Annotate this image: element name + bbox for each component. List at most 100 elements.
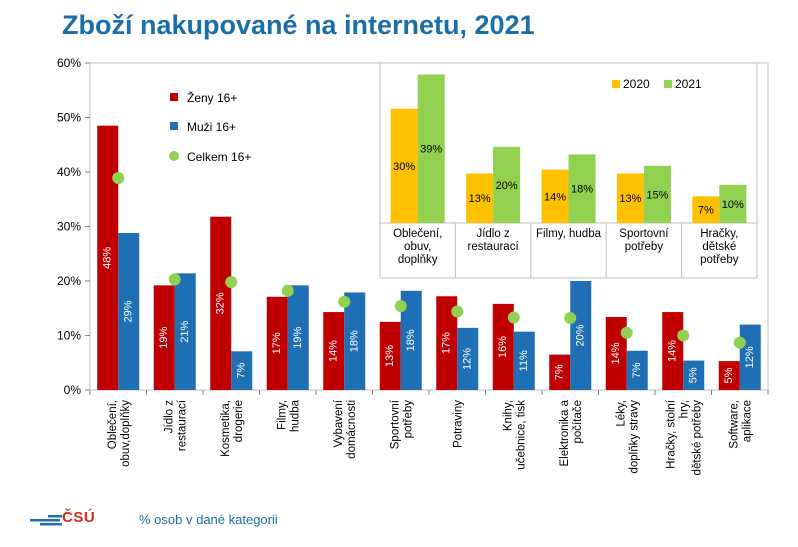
category-label: Sportovní potřeby — [389, 399, 414, 449]
category-label: Kosmetika, drogerie — [220, 400, 245, 457]
y-tick-label: 50% — [57, 111, 81, 125]
category-label: Elektronika a počítače — [559, 399, 584, 466]
inset-bar-2021 — [643, 165, 671, 223]
inset-data-label-2020: 14% — [544, 191, 566, 203]
marker-celkem — [507, 311, 520, 324]
inset-category-label: Filmy, hudba — [536, 228, 602, 240]
data-label-zeny: 17% — [271, 332, 283, 354]
marker-celkem — [225, 276, 238, 289]
inset-data-label-2020: 30% — [393, 161, 415, 173]
bar-muzi — [118, 233, 140, 390]
y-tick-label: 0% — [64, 383, 82, 397]
bar-zeny — [266, 296, 288, 390]
category-label-line: Vybavení — [333, 399, 345, 447]
category-label-line: doplňky stravy — [628, 400, 640, 474]
marker-celkem — [338, 295, 351, 308]
y-tick-label: 60% — [57, 56, 81, 70]
data-label-zeny: 19% — [158, 326, 170, 348]
category-label-line: aplikace — [741, 400, 753, 442]
marker-celkem — [564, 312, 577, 325]
marker-celkem — [394, 300, 407, 313]
legend-swatch — [170, 122, 178, 130]
data-label-zeny: 14% — [610, 342, 622, 364]
data-label-muzi: 11% — [518, 350, 530, 371]
bar-muzi — [683, 360, 705, 390]
category-label-line: Kosmetika, — [220, 400, 232, 457]
data-label-muzi: 7% — [631, 362, 643, 378]
bar-zeny — [492, 303, 514, 390]
bar-muzi — [174, 273, 196, 390]
category-label-line: domácnosti — [346, 400, 358, 459]
category-label: Jídlo z restaurací — [163, 399, 188, 451]
inset-data-label-2020: 7% — [698, 205, 714, 217]
inset-data-label-2020: 13% — [619, 193, 641, 205]
data-label-zeny: 14% — [667, 340, 679, 362]
category-label: Software, aplikace — [728, 400, 753, 449]
bar-muzi — [457, 327, 479, 390]
y-tick-label: 30% — [57, 220, 81, 234]
inset-bar-2020 — [390, 108, 418, 223]
data-label-zeny: 7% — [554, 364, 566, 380]
marker-celkem — [620, 326, 633, 339]
inset-category-label: potřeby — [700, 254, 739, 266]
footer-note: % osob v dané kategorii — [139, 512, 278, 527]
bar-zeny — [97, 125, 119, 391]
data-label-zeny: 48% — [102, 247, 114, 269]
bar-zeny — [210, 216, 232, 390]
bar-zeny — [379, 321, 401, 390]
category-label: Hračky, stolní hry, dětské potřeby — [665, 399, 703, 475]
category-label-line: Oblečení, — [107, 400, 119, 449]
inset-legend-swatch — [664, 80, 672, 88]
bar-zeny — [718, 361, 740, 390]
category-label-line: hudba — [289, 399, 301, 432]
bar-zeny — [323, 312, 345, 390]
inset-legend-swatch — [612, 80, 620, 88]
marker-celkem — [112, 171, 125, 184]
inset-category-label: Oblečení, — [393, 228, 442, 240]
data-label-zeny: 32% — [215, 292, 227, 314]
inset-data-label-2021: 18% — [571, 184, 593, 196]
data-label-muzi: 29% — [123, 300, 135, 322]
data-label-muzi: 7% — [236, 362, 248, 378]
csu-logo — [30, 510, 110, 536]
inset-bar-2021 — [719, 184, 747, 223]
category-label-line: Knihy, — [502, 400, 514, 431]
data-label-muzi: 5% — [688, 367, 700, 383]
inset-category-label: dětské — [702, 241, 736, 253]
inset-data-label-2021: 39% — [420, 144, 442, 156]
category-label-line: Elektronika a — [559, 399, 571, 466]
bar-muzi — [513, 331, 535, 390]
marker-celkem — [281, 284, 294, 297]
data-label-muzi: 20% — [575, 324, 587, 346]
data-label-muzi: 12% — [462, 348, 474, 370]
legend-label: Muži 16+ — [187, 120, 236, 134]
bar-zeny — [549, 354, 571, 390]
data-label-muzi: 12% — [744, 346, 756, 368]
inset-bar-2021 — [417, 74, 445, 223]
inset-category-label: obuv, — [404, 241, 431, 253]
inset-category-label: restaurací — [468, 241, 520, 253]
inset-bar-2020 — [692, 196, 720, 223]
data-label-zeny: 5% — [723, 367, 735, 383]
category-label-line: hry, — [678, 400, 690, 418]
marker-celkem — [451, 305, 464, 318]
data-label-muzi: 18% — [405, 329, 417, 351]
inset-bar-2021 — [493, 146, 521, 223]
legend-swatch — [170, 93, 178, 101]
data-label-zeny: 14% — [328, 340, 340, 362]
marker-celkem — [677, 329, 690, 342]
inset-category-label: Sportovní — [619, 228, 669, 240]
category-label-line: Jídlo z — [163, 400, 175, 433]
bar-zeny — [436, 296, 458, 390]
category-label-line: restaurací — [176, 399, 188, 451]
marker-celkem — [168, 273, 181, 286]
inset-bar-2020 — [541, 169, 569, 223]
data-label-zeny: 17% — [441, 332, 453, 354]
inset-category-label: Jídlo z — [476, 228, 509, 240]
data-label-muzi: 19% — [292, 326, 304, 348]
category-label: Knihy, učebnice, tisk — [502, 400, 527, 470]
category-label: Vybavení domácnosti — [333, 399, 358, 459]
bar-zeny — [662, 312, 684, 390]
category-label-line: dětské potřeby — [691, 400, 703, 476]
